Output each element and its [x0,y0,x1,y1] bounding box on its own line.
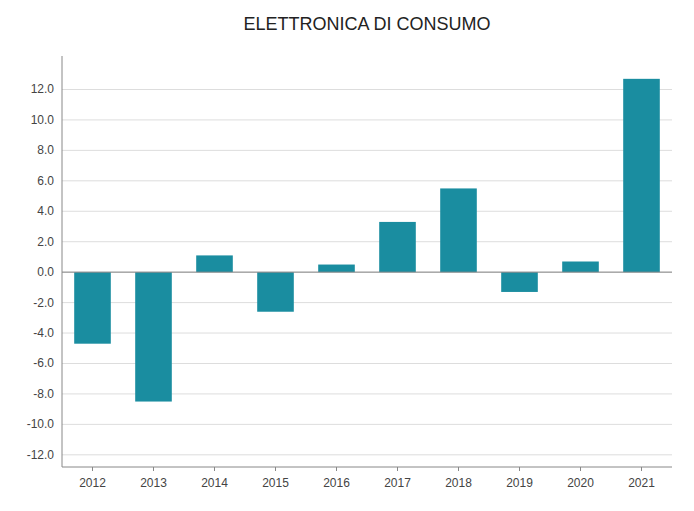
bar [135,272,172,401]
chart-title: ELETTRONICA DI CONSUMO [243,14,490,34]
grid-line [62,211,672,212]
grid-line [62,454,672,455]
grid-line [62,241,672,242]
x-tick-label: 2019 [506,476,533,490]
x-tick [275,467,276,471]
grid [62,89,672,454]
grid-line [62,180,672,181]
y-tick-label: 4.0 [37,204,54,218]
x-tick-label: 2013 [140,476,167,490]
grid-line [62,424,672,425]
x-tick [92,467,93,471]
x-axis-ticks: 2012 2013 2014 2015 2016 2017 2018 2019 2020 2021 [79,467,655,490]
x-tick [641,467,642,471]
y-tick-label: -4.0 [33,326,54,340]
x-tick-label: 2015 [262,476,289,490]
chart-container: ELETTRONICA DI CONSUMO -12.0 -10.0 -8.0 -6.0… [0,0,694,511]
y-axis-line [62,56,63,467]
bar [562,262,599,273]
x-tick [458,467,459,471]
x-tick-label: 2018 [445,476,472,490]
y-tick-label: 10.0 [31,113,55,127]
y-axis-ticks: -12.0 -10.0 -8.0 -6.0 -4.0 -2.0 0.0 2.0 4.0 6.0 8.… [27,82,55,461]
bar [440,188,477,272]
bar [379,222,416,272]
y-tick-label: -12.0 [27,448,55,462]
grid-line [62,272,672,273]
y-tick-label: 8.0 [37,143,54,157]
x-tick [214,467,215,471]
y-tick-label: 12.0 [31,82,55,96]
x-tick-label: 2017 [384,476,411,490]
bars [74,79,660,402]
x-tick [336,467,337,471]
y-tick-label: -6.0 [33,356,54,370]
grid-line [62,150,672,151]
x-tick [397,467,398,471]
chart-svg: ELETTRONICA DI CONSUMO -12.0 -10.0 -8.0 -6.0… [0,0,694,511]
y-tick-label: 2.0 [37,235,54,249]
x-tick-label: 2020 [567,476,594,490]
y-tick-label: -8.0 [33,387,54,401]
x-tick-label: 2021 [628,476,655,490]
bar [318,265,355,273]
x-tick-label: 2012 [79,476,106,490]
bar [501,272,538,292]
bar [74,272,111,344]
y-tick-label: -2.0 [33,296,54,310]
grid-line [62,119,672,120]
x-tick [153,467,154,471]
x-tick-label: 2016 [323,476,350,490]
x-tick-label: 2014 [201,476,228,490]
bar [623,79,660,272]
y-tick-label: 0.0 [37,265,54,279]
y-tick-label: 6.0 [37,174,54,188]
bar [196,255,233,272]
x-tick [519,467,520,471]
grid-line [62,89,672,90]
y-tick-label: -10.0 [27,417,55,431]
bar [257,272,294,312]
x-tick [580,467,581,471]
zero-line [62,272,672,273]
